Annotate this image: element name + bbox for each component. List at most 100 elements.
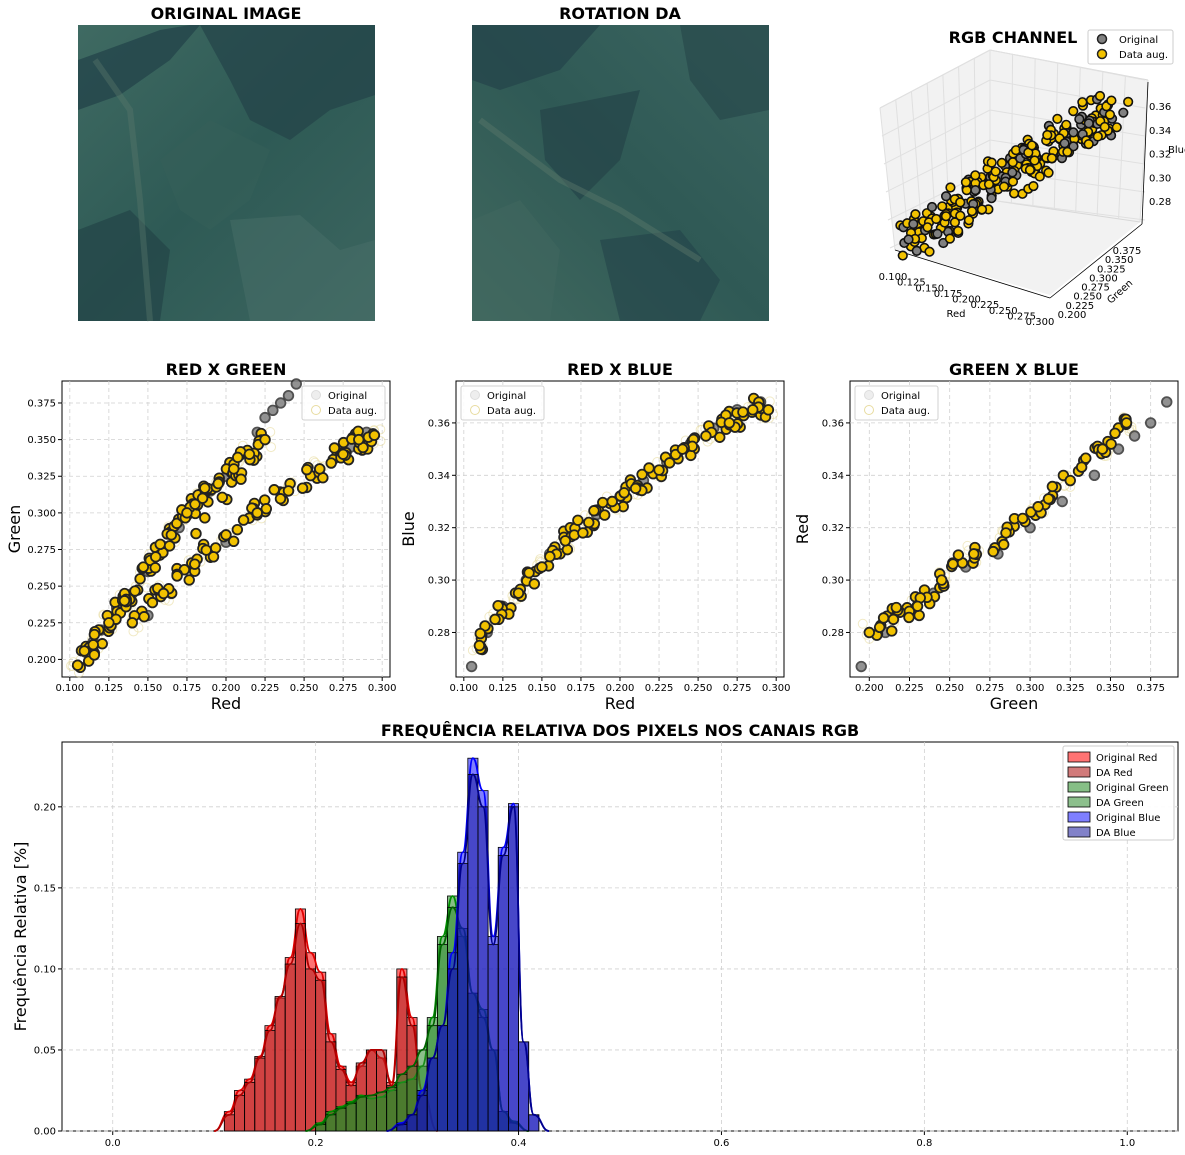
legend-box <box>1087 29 1174 65</box>
augmented-point <box>181 507 193 519</box>
augmented-point <box>1028 180 1039 192</box>
original-point <box>1161 396 1173 408</box>
legend-original-marker <box>1096 33 1108 45</box>
grid-line <box>910 91 923 236</box>
grid-line <box>883 109 991 165</box>
histogram-bar <box>284 963 296 1132</box>
x-tick-label: 0.125 <box>95 683 124 694</box>
x-tick-label: 0.200 <box>952 295 981 306</box>
legend-swatch <box>1067 766 1091 778</box>
augmented-point <box>1042 129 1053 141</box>
chart-title: GREEN X BLUE <box>949 360 1079 379</box>
original-point <box>1056 495 1068 508</box>
augmented-point <box>1083 138 1094 150</box>
augmented-point <box>1064 474 1076 487</box>
augmented-point <box>199 482 211 494</box>
augmented-point <box>629 482 642 495</box>
legend-augmented-label: Data aug. <box>487 406 536 417</box>
grid-line <box>879 49 991 109</box>
augmented-point <box>863 626 875 639</box>
legend-box <box>854 385 939 421</box>
z-tick-label: 0.30 <box>1149 173 1171 184</box>
augmented-point <box>998 181 1010 192</box>
augmented-point <box>636 468 648 481</box>
x-tick-label: 0.350 <box>1096 683 1125 694</box>
y-tick-label: 0.32 <box>428 523 450 534</box>
histogram-bar <box>264 1030 276 1132</box>
y-tick-label: 0.32 <box>822 523 844 534</box>
x-tick-label: 0.175 <box>934 289 963 300</box>
augmented-point <box>157 587 170 600</box>
y-tick-label: 0.275 <box>27 545 56 556</box>
original-point <box>1068 127 1079 138</box>
augmented-point <box>1077 97 1088 108</box>
augmented-point <box>968 548 980 560</box>
x-tick-label: 0.100 <box>879 272 908 283</box>
y-axis-label: Red <box>793 514 812 544</box>
x-axis-line <box>894 249 1051 299</box>
augmented-point <box>559 535 572 547</box>
original-point <box>274 397 287 409</box>
legend-original-marker <box>311 390 321 400</box>
augmented-point <box>1111 122 1122 133</box>
augmented-point <box>723 417 736 429</box>
y-tick-label: 0.28 <box>428 628 450 639</box>
augmented-point <box>353 433 365 446</box>
augmented-point <box>1106 95 1117 106</box>
augmented-point <box>737 406 749 418</box>
x-tick-label: 0.250 <box>935 683 964 694</box>
augmented-point <box>966 206 978 217</box>
augmented-point <box>986 157 997 168</box>
y-tick-label: 0.250 <box>1073 292 1102 303</box>
x-axis-label: Red <box>605 694 635 713</box>
augmented-point <box>903 611 915 624</box>
legend-label: DA Red <box>1096 768 1133 779</box>
augmented-point <box>996 157 1007 168</box>
histogram-bar <box>447 968 459 1132</box>
original-point <box>903 234 914 245</box>
chart-title: FREQUÊNCIA RELATIVA DOS PIXELS NOS CANAI… <box>381 721 859 740</box>
histogram-bar <box>365 1094 377 1132</box>
augmented-point <box>314 463 326 475</box>
x-tick-label: 0.175 <box>173 683 202 694</box>
augmented-point <box>663 457 676 469</box>
points-group <box>465 392 779 673</box>
x-tick-label: 0.150 <box>915 283 944 294</box>
legend-original-label: Original <box>1119 35 1158 46</box>
y-tick-label: 0.28 <box>822 628 844 639</box>
augmented-point <box>1096 443 1109 455</box>
z-tick-label: 0.28 <box>1149 197 1171 208</box>
augmented-point <box>947 558 959 570</box>
augmented-point <box>146 596 159 609</box>
y-tick-label: 0.250 <box>27 582 56 593</box>
legend-box <box>460 385 545 421</box>
augmented-point <box>1123 96 1134 107</box>
x-tick-label: 0.275 <box>1007 311 1036 322</box>
y-axis-label: Green <box>5 505 24 553</box>
augmented-faint-point <box>308 456 319 467</box>
augmented-point <box>274 493 287 505</box>
green-x-blue-chart: GREEN X BLUE 0.200 0.225 0.250 0.275 0.300 0.3… <box>793 360 1179 713</box>
augmented-point <box>1120 417 1133 429</box>
grid-line <box>879 107 896 251</box>
augmented-point <box>171 570 183 582</box>
x-tick-label: 0.0 <box>105 1138 121 1149</box>
legend-label: Original Red <box>1096 753 1157 764</box>
augmented-point <box>960 177 972 188</box>
histogram-bar <box>497 855 509 1132</box>
augmented-point <box>544 550 556 563</box>
augmented-point <box>1062 146 1073 158</box>
augmented-point <box>523 567 535 579</box>
augmented-point <box>922 222 933 233</box>
augmented-point <box>232 451 244 464</box>
augmented-point <box>1104 109 1116 120</box>
y-tick-label: 0.350 <box>27 435 56 446</box>
y-tick-label: 0.225 <box>27 618 56 629</box>
legend-label: DA Green <box>1096 798 1144 809</box>
x-tick-label: 0.275 <box>976 683 1005 694</box>
legend-swatch <box>1067 781 1091 793</box>
augmented-point <box>1016 512 1029 525</box>
original-point <box>926 201 938 213</box>
augmented-point <box>572 514 584 526</box>
